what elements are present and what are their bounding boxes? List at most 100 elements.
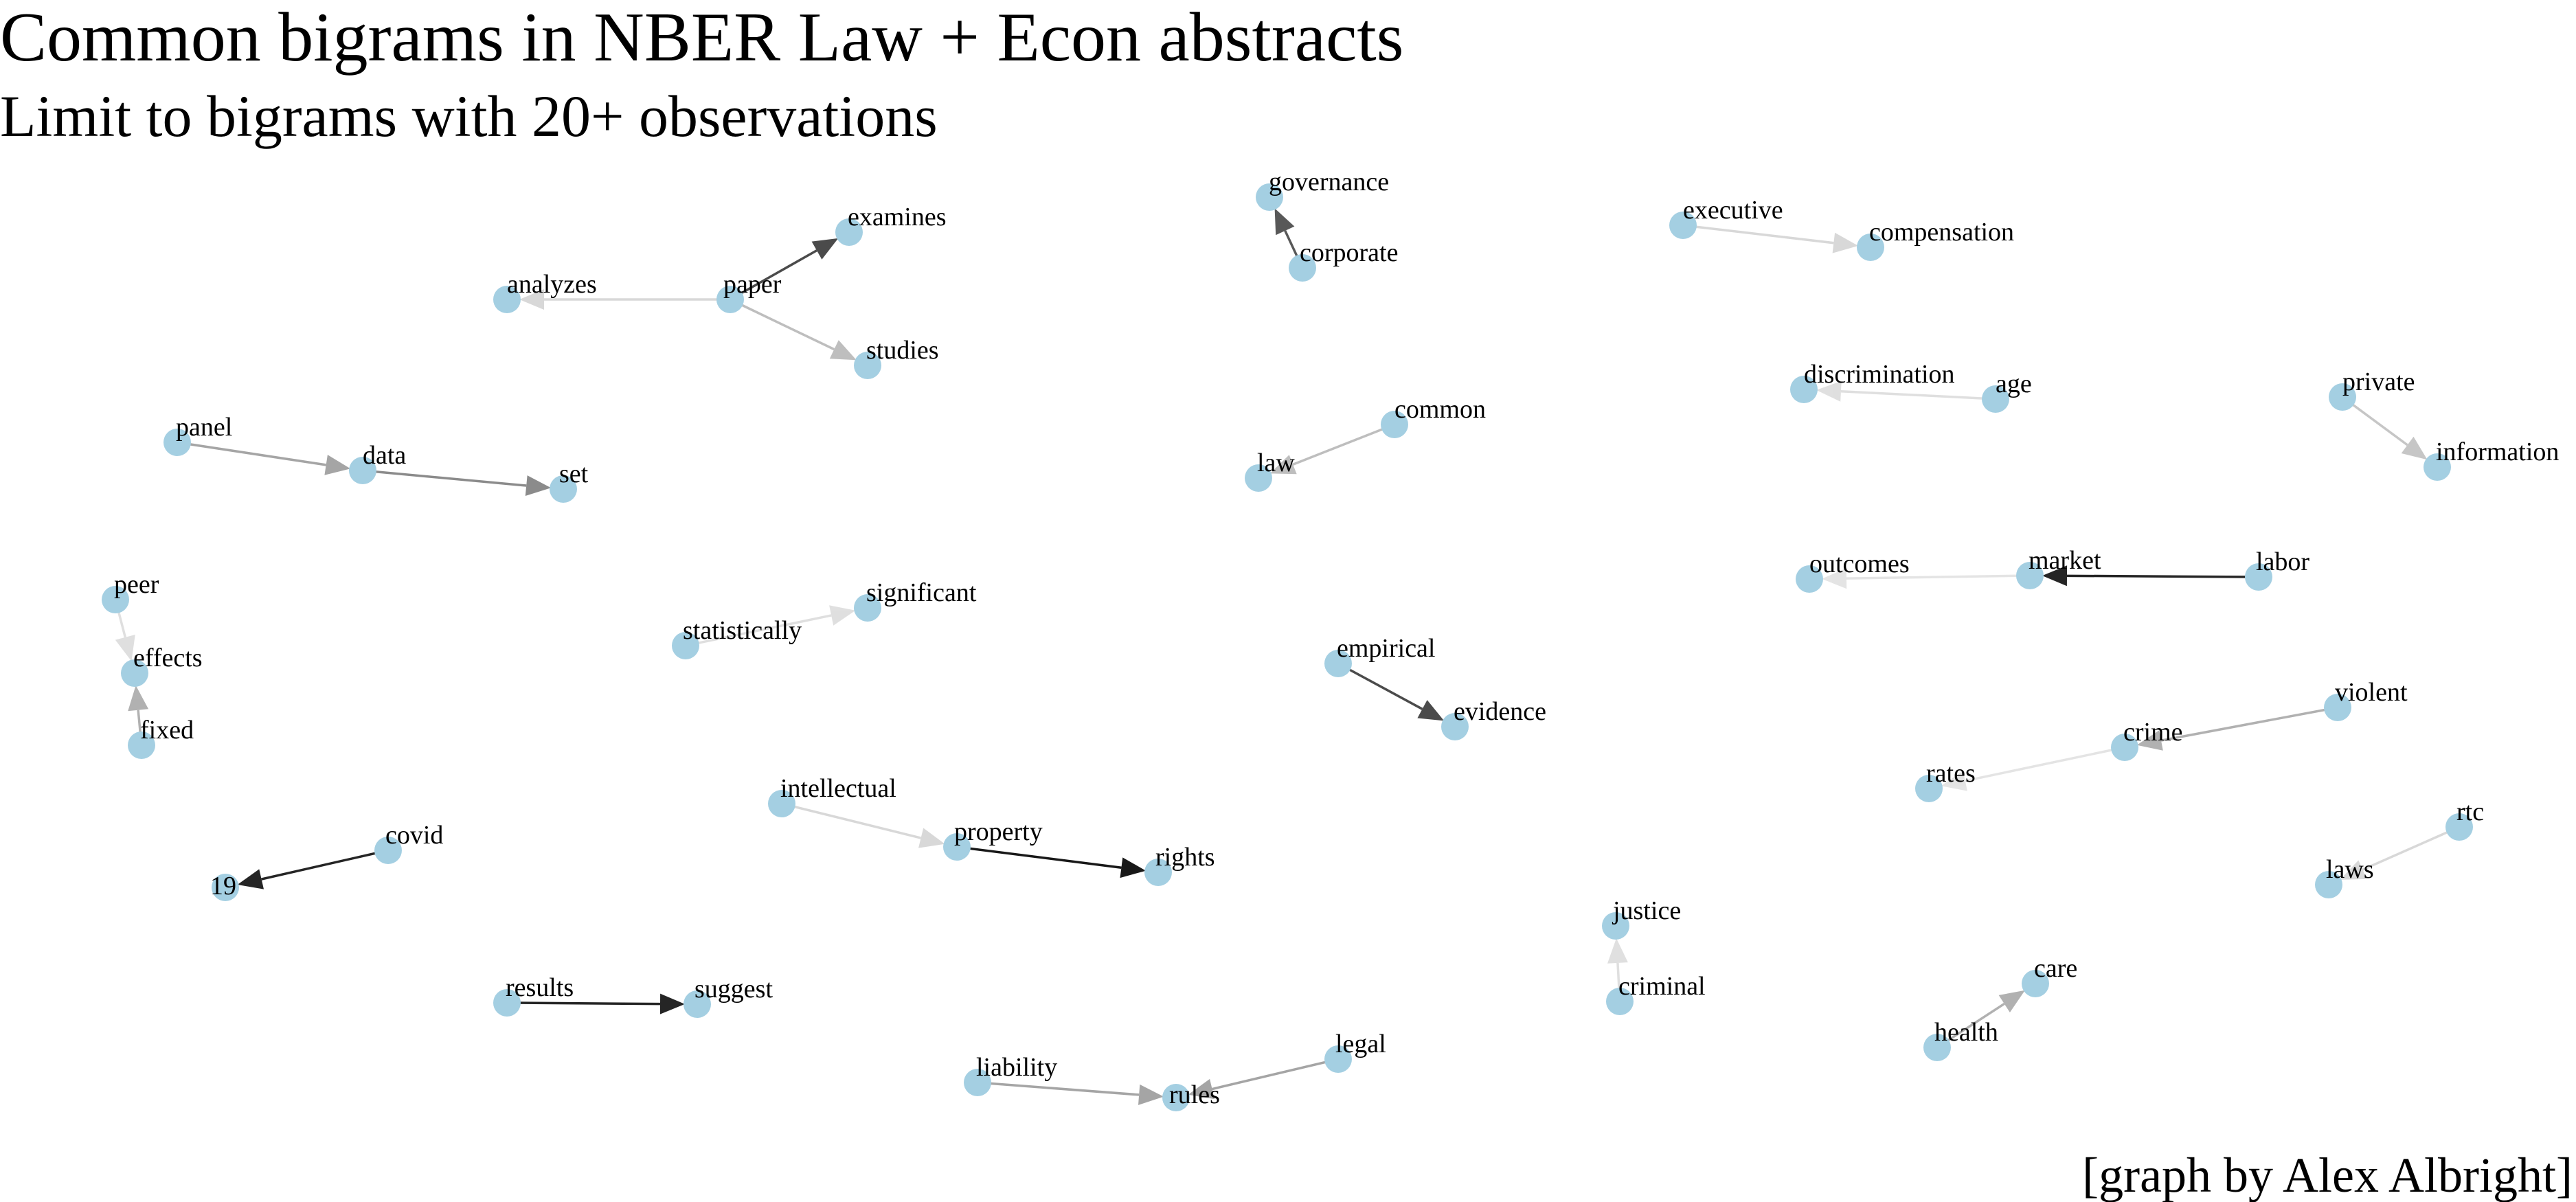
node-label-evidence: evidence xyxy=(1454,697,1546,726)
node-label-studies: studies xyxy=(866,336,939,365)
edge-arrowhead xyxy=(324,455,351,475)
node-label-compensation: compensation xyxy=(1869,218,2014,247)
edge-line xyxy=(1337,662,1423,710)
node-outcomes xyxy=(1796,565,1823,593)
node-label-suggest: suggest xyxy=(694,975,773,1003)
node-label-crime: crime xyxy=(2123,718,2183,747)
edge-arrowhead xyxy=(1832,232,1859,253)
node-care xyxy=(2022,970,2049,997)
edge-paper-to-examines xyxy=(730,238,839,301)
nodes-layer xyxy=(102,183,2473,1111)
edge-arrowhead xyxy=(1120,857,1146,878)
node-labor xyxy=(2245,563,2272,591)
edge-arrowhead xyxy=(1138,1084,1164,1105)
edge-arrowhead xyxy=(1417,700,1445,721)
node-label-statistically: statistically xyxy=(683,616,802,645)
edge-arrowhead xyxy=(115,635,135,661)
node-data xyxy=(349,457,376,484)
node-label-paper: paper xyxy=(723,270,782,299)
node-label-results: results xyxy=(506,973,574,1002)
edge-line xyxy=(1846,574,2031,580)
edge-line xyxy=(1212,1058,1339,1091)
node-label-governance: governance xyxy=(1269,168,1389,196)
edge-line xyxy=(261,849,389,881)
node-label-set: set xyxy=(559,460,589,488)
node-label-rights: rights xyxy=(1155,843,1215,872)
edge-arrowhead xyxy=(1188,1078,1214,1100)
node-label-property: property xyxy=(954,817,1043,846)
node-common xyxy=(1381,411,1408,438)
node-label-analyzes: analyzes xyxy=(507,270,597,299)
node-significant xyxy=(854,594,881,622)
edge-arrowhead xyxy=(2042,565,2068,587)
edge-line xyxy=(1840,389,1996,400)
node-effects xyxy=(121,659,148,687)
node-label-health: health xyxy=(1934,1018,1998,1047)
node-justice xyxy=(1602,912,1629,940)
edge-private-to-information xyxy=(2341,396,2428,460)
node-paper xyxy=(716,286,744,313)
edge-arrowhead xyxy=(1607,938,1628,964)
node-rates xyxy=(1915,775,1943,802)
edge-arrowhead xyxy=(2401,436,2428,460)
edge-common-to-law xyxy=(1269,423,1395,475)
edge-arrowhead xyxy=(1269,455,1297,475)
edge-arrowhead xyxy=(525,475,552,496)
node-corporate xyxy=(1289,254,1316,282)
node-governance xyxy=(1256,183,1283,211)
node-label-panel: panel xyxy=(176,413,232,442)
edge-arrowhead xyxy=(128,685,149,712)
node-label-rules: rules xyxy=(1169,1080,1220,1109)
node-label-fixed: fixed xyxy=(140,716,194,745)
node-results xyxy=(493,989,521,1017)
edge-line xyxy=(362,469,527,487)
edge-liability-to-rules xyxy=(977,1081,1164,1105)
node-label-laws: laws xyxy=(2326,855,2374,884)
node-label-labor: labor xyxy=(2256,547,2309,576)
node-discrimination xyxy=(1790,376,1818,403)
node-peer xyxy=(102,586,129,613)
node-laws xyxy=(2315,871,2342,898)
edge-line xyxy=(2362,826,2460,871)
node-empirical xyxy=(1324,650,1352,677)
node-label-liability: liability xyxy=(976,1053,1057,1082)
node-19 xyxy=(212,874,239,901)
node-label-rtc: rtc xyxy=(2456,797,2484,826)
edge-line xyxy=(1682,224,1834,245)
edge-line xyxy=(2066,574,2259,578)
edge-arrowhead xyxy=(1941,771,1967,791)
edge-property-to-rights xyxy=(956,846,1146,878)
node-rights xyxy=(1144,859,1172,886)
edge-empirical-to-evidence xyxy=(1337,662,1445,721)
edge-paper-to-studies xyxy=(730,298,857,361)
node-label-criminal: criminal xyxy=(1618,972,1706,1001)
node-property xyxy=(943,833,971,861)
edge-line xyxy=(977,1081,1140,1096)
edge-covid-to-19 xyxy=(237,849,389,889)
node-crime xyxy=(2111,734,2138,761)
node-label-law: law xyxy=(1257,449,1295,477)
edge-arrowhead xyxy=(811,238,839,260)
node-legal xyxy=(1324,1045,1352,1073)
node-label-age: age xyxy=(1996,370,2032,398)
edge-line xyxy=(685,614,832,647)
edge-arrowhead xyxy=(659,993,685,1014)
node-set xyxy=(550,475,577,503)
node-studies xyxy=(854,352,881,379)
node-label-empirical: empirical xyxy=(1337,634,1435,663)
node-label-outcomes: outcomes xyxy=(1809,549,1910,578)
node-panel xyxy=(163,429,191,456)
edge-results-to-suggest xyxy=(506,993,685,1014)
edge-data-to-set xyxy=(362,469,552,496)
node-label-discrimination: discrimination xyxy=(1804,360,1955,389)
node-label-executive: executive xyxy=(1683,196,1783,225)
labels-layer: analyzes paper examines studies governance co… xyxy=(114,168,2559,1109)
node-label-covid: covid xyxy=(385,821,443,850)
edge-arrowhead xyxy=(2340,860,2367,880)
node-intellectual xyxy=(768,790,795,817)
edges-layer xyxy=(114,208,2460,1105)
edge-line xyxy=(781,802,921,839)
edge-arrowhead xyxy=(1816,381,1842,402)
edge-line xyxy=(506,1001,661,1006)
